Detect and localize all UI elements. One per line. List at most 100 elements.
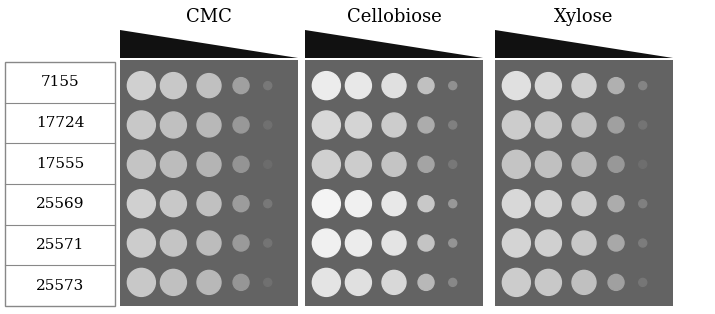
Circle shape — [127, 150, 155, 178]
Circle shape — [312, 111, 340, 139]
Circle shape — [503, 229, 531, 257]
Circle shape — [197, 192, 221, 216]
Circle shape — [127, 268, 155, 296]
Circle shape — [572, 152, 596, 176]
Circle shape — [418, 196, 434, 212]
Circle shape — [503, 268, 531, 296]
Circle shape — [197, 231, 221, 255]
Circle shape — [503, 190, 531, 218]
Circle shape — [536, 151, 561, 177]
Circle shape — [197, 152, 221, 176]
Circle shape — [382, 270, 406, 295]
Text: CMC: CMC — [186, 8, 232, 26]
Circle shape — [449, 200, 457, 208]
Circle shape — [233, 117, 249, 133]
Circle shape — [264, 160, 272, 168]
Circle shape — [382, 113, 406, 137]
Circle shape — [127, 229, 155, 257]
Circle shape — [536, 112, 561, 138]
Bar — [120, 60, 298, 306]
Circle shape — [536, 269, 561, 295]
Circle shape — [127, 72, 155, 100]
Circle shape — [382, 231, 406, 255]
Text: Cellobiose: Cellobiose — [347, 8, 441, 26]
Circle shape — [449, 121, 457, 129]
Circle shape — [264, 82, 272, 89]
Circle shape — [312, 72, 340, 100]
Circle shape — [449, 160, 457, 168]
Circle shape — [418, 274, 434, 290]
Circle shape — [345, 269, 371, 295]
Circle shape — [536, 230, 561, 256]
Circle shape — [418, 117, 434, 133]
Circle shape — [608, 78, 624, 94]
Circle shape — [233, 274, 249, 290]
Circle shape — [160, 73, 187, 99]
Circle shape — [638, 121, 647, 129]
Circle shape — [418, 235, 434, 251]
Circle shape — [382, 152, 406, 176]
Circle shape — [638, 200, 647, 208]
Text: 17555: 17555 — [36, 157, 84, 171]
Circle shape — [264, 279, 272, 286]
Circle shape — [197, 73, 221, 98]
Bar — [305, 60, 483, 306]
Circle shape — [503, 72, 531, 100]
Circle shape — [608, 156, 624, 172]
Circle shape — [536, 73, 561, 99]
Circle shape — [418, 156, 434, 172]
Circle shape — [382, 73, 406, 98]
Circle shape — [572, 73, 596, 98]
Circle shape — [503, 150, 531, 178]
Circle shape — [572, 231, 596, 255]
Circle shape — [382, 192, 406, 216]
Circle shape — [536, 191, 561, 217]
Circle shape — [638, 279, 647, 286]
Circle shape — [312, 268, 340, 296]
Circle shape — [345, 230, 371, 256]
Circle shape — [638, 239, 647, 247]
Circle shape — [418, 78, 434, 94]
Circle shape — [608, 235, 624, 251]
Circle shape — [160, 230, 187, 256]
Circle shape — [345, 151, 371, 177]
Circle shape — [638, 82, 647, 89]
Circle shape — [264, 200, 272, 208]
Circle shape — [160, 191, 187, 217]
Circle shape — [503, 111, 531, 139]
Circle shape — [160, 269, 187, 295]
Circle shape — [608, 196, 624, 212]
Circle shape — [233, 156, 249, 172]
Circle shape — [572, 270, 596, 295]
Circle shape — [449, 82, 457, 89]
Circle shape — [264, 239, 272, 247]
Polygon shape — [495, 30, 673, 58]
Circle shape — [197, 113, 221, 137]
Text: 25569: 25569 — [36, 197, 84, 211]
Circle shape — [345, 191, 371, 217]
Text: 17724: 17724 — [36, 116, 84, 130]
Circle shape — [608, 274, 624, 290]
Bar — [495, 60, 673, 306]
Circle shape — [312, 229, 340, 257]
Circle shape — [233, 235, 249, 251]
Circle shape — [312, 190, 340, 218]
Circle shape — [608, 117, 624, 133]
Circle shape — [312, 150, 340, 178]
Text: 25573: 25573 — [36, 279, 84, 293]
Circle shape — [572, 113, 596, 137]
Circle shape — [197, 270, 221, 295]
Circle shape — [233, 196, 249, 212]
Circle shape — [449, 239, 457, 247]
Circle shape — [127, 111, 155, 139]
Circle shape — [127, 190, 155, 218]
Circle shape — [638, 160, 647, 168]
Polygon shape — [120, 30, 298, 58]
Circle shape — [345, 73, 371, 99]
Text: 25571: 25571 — [36, 238, 84, 252]
Circle shape — [449, 279, 457, 286]
Polygon shape — [305, 30, 483, 58]
Circle shape — [233, 78, 249, 94]
Text: Xylose: Xylose — [554, 8, 613, 26]
Circle shape — [160, 151, 187, 177]
